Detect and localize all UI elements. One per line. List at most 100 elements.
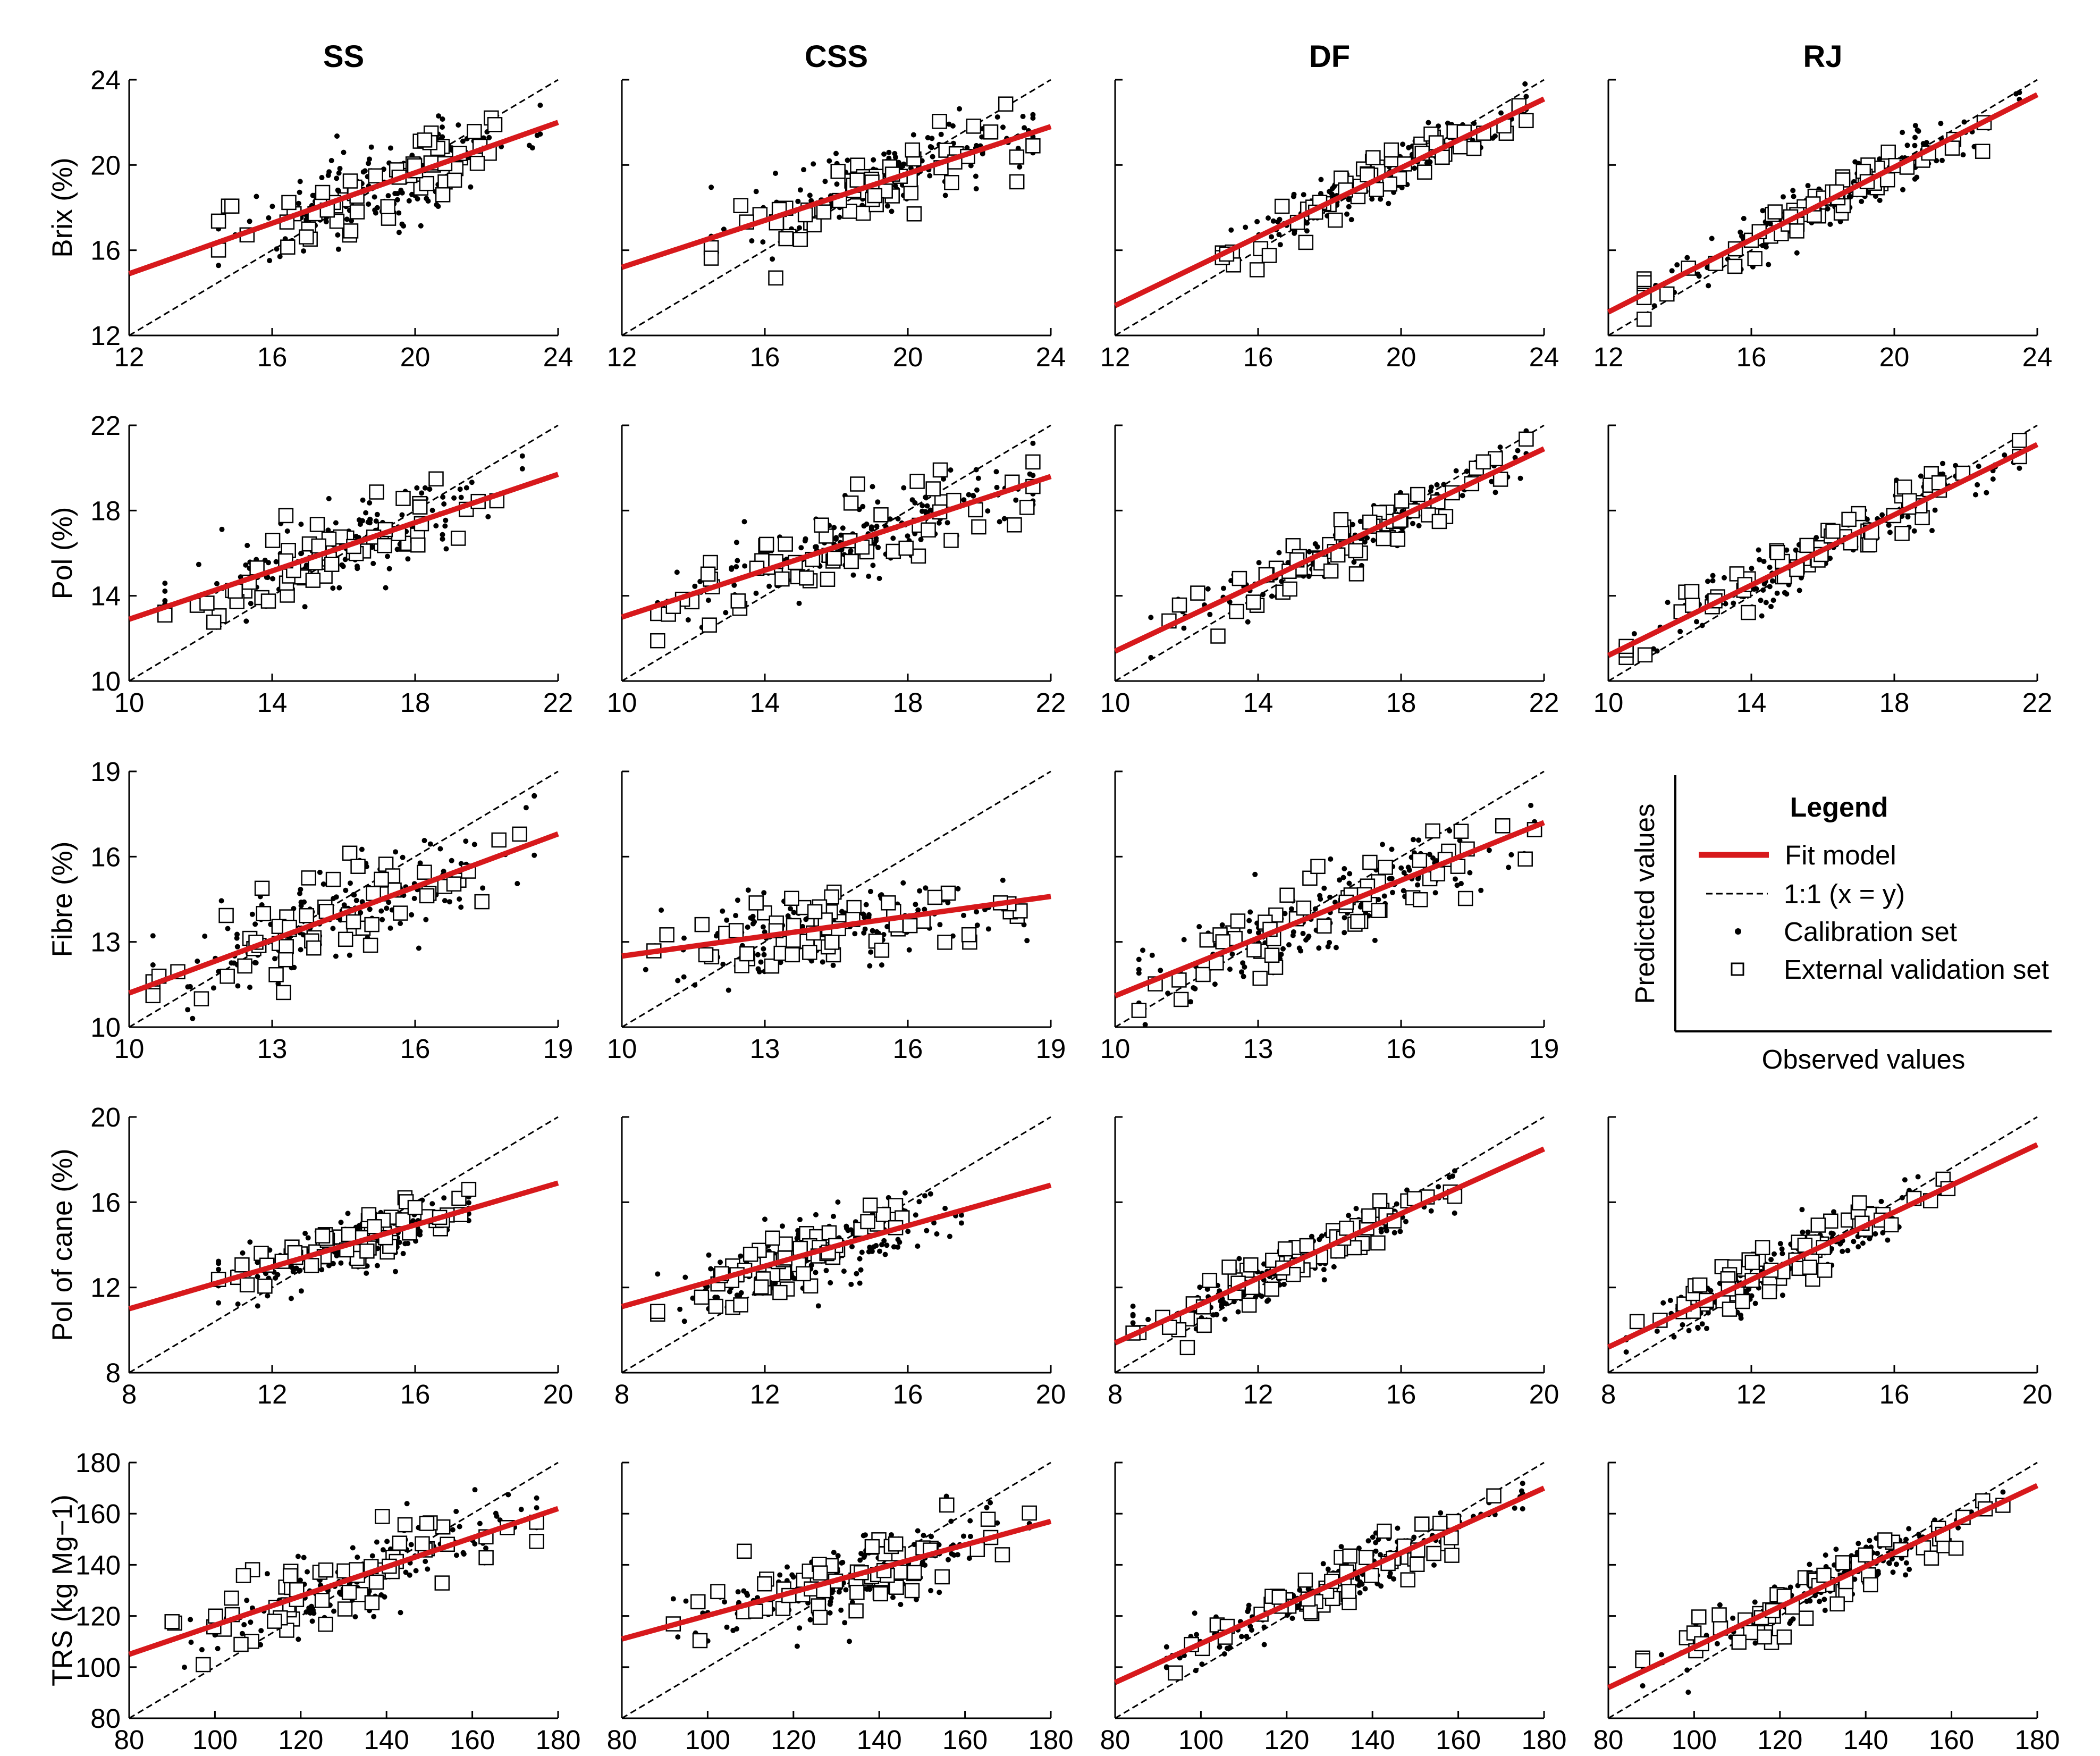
- validation-point: [392, 1535, 408, 1551]
- calibration-point: [424, 196, 429, 201]
- calibration-point: [720, 908, 726, 914]
- y-tick-label: 12: [90, 1273, 121, 1303]
- validation-point: [1767, 204, 1783, 220]
- calibration-point: [843, 1587, 849, 1593]
- x-tick-label: 13: [750, 1034, 780, 1064]
- panel-fibre-df: 10 13 16 19: [1100, 770, 1559, 1064]
- x-tick-label: 10: [114, 687, 145, 718]
- calibration-point: [813, 1270, 819, 1275]
- calibration-point: [1395, 1525, 1401, 1531]
- calibration-point: [841, 1268, 847, 1274]
- calibration-point: [861, 1555, 867, 1560]
- calibration-point: [895, 1237, 901, 1242]
- validation-point: [461, 1181, 477, 1197]
- calibration-point: [930, 154, 935, 159]
- calibration-point: [1158, 968, 1163, 973]
- validation-point: [299, 229, 314, 245]
- calibration-point: [333, 953, 339, 959]
- validation-point: [932, 462, 948, 478]
- validation-point: [1862, 537, 1877, 552]
- calibration-point: [891, 1244, 897, 1250]
- x-tick-label: 10: [607, 1034, 637, 1064]
- calibration-point: [1899, 1195, 1905, 1200]
- validation-point: [1877, 1532, 1893, 1548]
- calibration-point: [1325, 944, 1331, 950]
- calibration-point: [366, 201, 372, 207]
- calibration-point: [708, 1266, 714, 1272]
- calibration-point: [1356, 1545, 1362, 1551]
- x-tick-label: 12: [1243, 1379, 1274, 1409]
- calibration-point: [1426, 120, 1431, 125]
- calibration-point: [383, 585, 389, 591]
- calibration-point: [974, 922, 980, 928]
- calibration-point: [1766, 262, 1772, 267]
- validation-point: [1334, 525, 1350, 541]
- identity-line: [1608, 1461, 2038, 1719]
- calibration-point: [1710, 573, 1716, 578]
- calibration-point: [936, 520, 942, 526]
- calibration-point: [466, 1200, 471, 1206]
- validation-point: [844, 553, 859, 569]
- calibration-point: [1918, 473, 1924, 479]
- x-tick-label: 10: [1100, 1034, 1131, 1064]
- validation-point: [375, 1509, 390, 1524]
- calibration-point: [869, 1248, 875, 1254]
- calibration-point: [741, 1588, 747, 1594]
- calibration-point: [298, 522, 304, 527]
- calibration-point: [288, 1296, 294, 1301]
- y-tick-label: 80: [90, 1703, 121, 1734]
- x-tick-label: 80: [1100, 1725, 1131, 1755]
- calibration-point: [216, 1261, 222, 1266]
- calibration-point: [434, 202, 440, 208]
- calibration-point: [1024, 938, 1030, 944]
- calibration-point: [1333, 945, 1339, 951]
- calibration-point: [1387, 876, 1393, 881]
- validation-point: [1744, 1255, 1760, 1271]
- calibration-point: [961, 912, 966, 918]
- calibration-point: [333, 520, 339, 526]
- validation-point: [1858, 1547, 1874, 1563]
- calibration-point: [670, 1596, 676, 1602]
- calibration-point: [1244, 1634, 1250, 1640]
- x-tick-label: 20: [2022, 1379, 2053, 1409]
- calibration-point: [1321, 885, 1327, 891]
- calibration-point: [838, 1607, 844, 1613]
- calibration-point: [1000, 124, 1006, 130]
- calibration-point: [1130, 1320, 1136, 1326]
- calibration-point: [895, 516, 901, 522]
- calibration-point: [797, 1625, 803, 1631]
- x-tick-label: 16: [1386, 1379, 1416, 1409]
- calibration-point: [297, 1268, 302, 1274]
- calibration-point: [1373, 1548, 1379, 1554]
- calibration-point: [1522, 81, 1528, 87]
- calibration-point: [761, 946, 766, 952]
- calibration-point: [1890, 1569, 1896, 1575]
- calibration-point: [460, 138, 466, 144]
- validation-point: [377, 537, 392, 553]
- calibration-point: [1856, 1244, 1861, 1250]
- calibration-point: [1660, 1300, 1666, 1306]
- calibration-point: [269, 204, 275, 209]
- validation-point: [906, 206, 922, 222]
- calibration-point: [922, 906, 927, 912]
- validation-point: [350, 859, 366, 874]
- calibration-point: [791, 910, 797, 915]
- fit-line: [621, 474, 1052, 620]
- calibration-point: [218, 898, 224, 904]
- calibration-point: [902, 1190, 908, 1196]
- calibration-point: [298, 1288, 304, 1294]
- calibration-point: [1219, 922, 1225, 928]
- calibration-point: [1358, 1581, 1364, 1586]
- calibration-point: [382, 1594, 387, 1600]
- validation-point: [743, 1247, 758, 1262]
- calibration-point: [1362, 1586, 1368, 1592]
- calibration-point: [372, 194, 377, 200]
- calibration-point: [196, 561, 201, 567]
- calibration-point: [384, 905, 390, 911]
- calibration-point: [1845, 1248, 1851, 1254]
- x-tick-label: 13: [1243, 1034, 1274, 1064]
- calibration-point: [348, 880, 353, 886]
- validation-point: [816, 204, 832, 220]
- validation-point: [1202, 1273, 1218, 1288]
